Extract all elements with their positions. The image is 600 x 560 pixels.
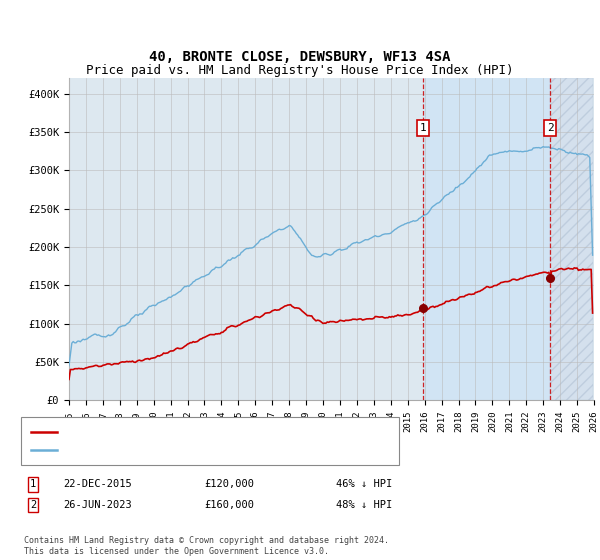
Text: £160,000: £160,000 [204, 500, 254, 510]
Text: 46% ↓ HPI: 46% ↓ HPI [336, 479, 392, 489]
Text: 22-DEC-2015: 22-DEC-2015 [63, 479, 132, 489]
Text: 1: 1 [420, 123, 427, 133]
Bar [423, 78, 550, 400]
Text: HPI: Average price, detached house, Kirklees: HPI: Average price, detached house, Kirk… [63, 445, 322, 455]
Text: 2: 2 [547, 123, 554, 133]
Text: Price paid vs. HM Land Registry's House Price Index (HPI): Price paid vs. HM Land Registry's House … [86, 64, 514, 77]
Text: 48% ↓ HPI: 48% ↓ HPI [336, 500, 392, 510]
Text: Contains HM Land Registry data © Crown copyright and database right 2024.
This d: Contains HM Land Registry data © Crown c… [24, 536, 389, 556]
Text: 1: 1 [30, 479, 36, 489]
Bar [550, 78, 593, 400]
Text: 40, BRONTE CLOSE, DEWSBURY, WF13 4SA (detached house): 40, BRONTE CLOSE, DEWSBURY, WF13 4SA (de… [63, 427, 374, 437]
Text: £120,000: £120,000 [204, 479, 254, 489]
Text: 26-JUN-2023: 26-JUN-2023 [63, 500, 132, 510]
Text: 40, BRONTE CLOSE, DEWSBURY, WF13 4SA: 40, BRONTE CLOSE, DEWSBURY, WF13 4SA [149, 50, 451, 64]
Text: 2: 2 [30, 500, 36, 510]
